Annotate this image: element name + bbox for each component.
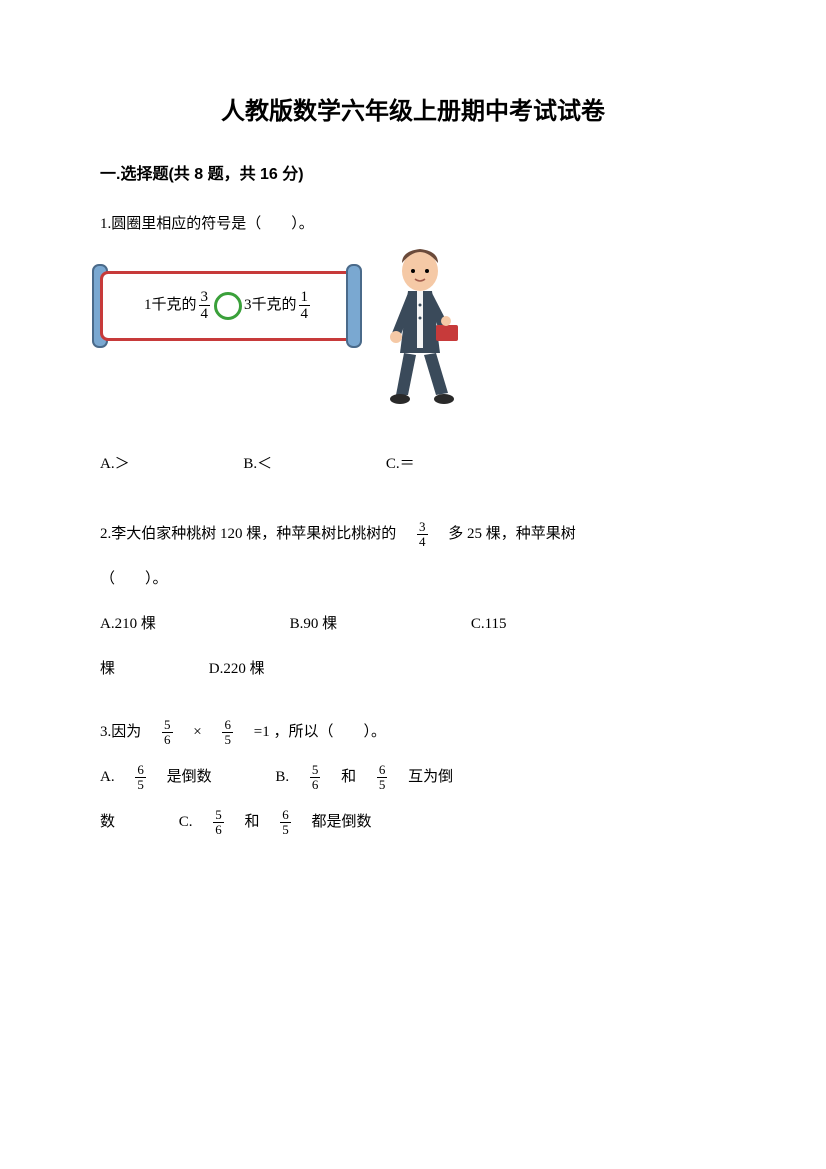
frac-num: 6: [135, 763, 146, 778]
q3-opt-b-pre: B.: [275, 769, 304, 785]
page-title: 人教版数学六年级上册期中考试试卷: [100, 90, 726, 133]
q2-opt-c: C.115: [471, 608, 507, 641]
box-right-text: 3千克的: [244, 292, 297, 319]
question-3: 3.因为 5 6 × 6 5 =1 ，所以（ ）。 A. 6 5 是倒数 B. …: [100, 716, 726, 839]
q3-opt-b-post: 互为倒: [393, 769, 453, 785]
q3-opt-c-frac2: 6 5: [280, 808, 291, 838]
frac-num: 6: [377, 763, 388, 778]
frac-num: 6: [280, 808, 291, 823]
frac-num: 5: [162, 718, 173, 733]
frac-den: 5: [377, 778, 388, 792]
q3-opt-b-cont: 数: [100, 814, 115, 830]
boy-cartoon-icon: [370, 243, 470, 413]
frac-den: 4: [199, 306, 211, 323]
box-left-fraction: 3 4: [199, 289, 211, 323]
q2-opt-d: D.220 棵: [209, 653, 265, 686]
q2-options-row1: A.210 棵 B.90 棵 C.115: [100, 608, 726, 641]
q2-fraction: 3 4: [417, 520, 428, 550]
q1-opt-c: C.＝: [386, 451, 415, 478]
q3-opt-c-mid: 和: [230, 814, 275, 830]
q3-opt-b-frac2: 6 5: [377, 763, 388, 793]
q3-opt-c-pre: C.: [179, 814, 208, 830]
q3-stem-b: =1 ，所以（ ）。: [239, 724, 386, 740]
frac-den: 6: [162, 733, 173, 747]
q3-mul: ×: [178, 724, 216, 740]
q3-options-row1: A. 6 5 是倒数 B. 5 6 和 6 5 互为倒: [100, 761, 726, 794]
frac-den: 6: [310, 778, 321, 792]
frac-num: 1: [299, 289, 311, 307]
frac-num: 3: [417, 520, 428, 535]
box-left-text: 1千克的: [144, 292, 197, 319]
q2-opt-b: B.90 棵: [290, 608, 338, 641]
scroll-end-right: [346, 264, 362, 348]
q2-opt-c2: 棵: [100, 653, 115, 686]
q3-frac-2: 6 5: [222, 718, 233, 748]
q3-frac-1: 5 6: [162, 718, 173, 748]
q1-opt-b: B.＜: [243, 451, 272, 478]
section-heading-1: 一.选择题(共 8 题，共 16 分): [100, 161, 726, 190]
q2-opt-a: A.210 棵: [100, 608, 156, 641]
q3-opt-a-post: 是倒数: [152, 769, 212, 785]
q3-opt-b-frac1: 5 6: [310, 763, 321, 793]
q3-opt-a-frac: 6 5: [135, 763, 146, 793]
frac-den: 6: [213, 823, 224, 837]
q2-options-row2: 棵 D.220 棵: [100, 653, 726, 686]
q2-stem-a: 2.李大伯家种桃树 120 棵，种苹果树比桃树的: [100, 526, 411, 542]
frac-den: 4: [417, 535, 428, 549]
frac-den: 5: [135, 778, 146, 792]
q3-stem-a: 3.因为: [100, 724, 156, 740]
frac-num: 5: [213, 808, 224, 823]
circle-blank-icon: [214, 292, 242, 320]
q3-opt-c-frac1: 5 6: [213, 808, 224, 838]
q2-stem: 2.李大伯家种桃树 120 棵，种苹果树比桃树的 3 4 多 25 棵，种苹果树: [100, 518, 726, 551]
q1-options: A.＞ B.＜ C.＝: [100, 451, 726, 478]
frac-num: 5: [310, 763, 321, 778]
question-1: 1.圆圈里相应的符号是（ ）。 1千克的 3 4 3千克的 1 4: [100, 208, 726, 478]
q1-opt-a: A.＞: [100, 451, 130, 478]
q3-options-row2: 数 C. 5 6 和 6 5 都是倒数: [100, 806, 726, 839]
q1-stem: 1.圆圈里相应的符号是（ ）。: [100, 208, 726, 241]
q2-stem-c: （ ）。: [100, 563, 726, 596]
frac-num: 6: [222, 718, 233, 733]
q3-opt-a-pre: A.: [100, 769, 130, 785]
scroll-box: 1千克的 3 4 3千克的 1 4: [100, 271, 356, 341]
box-right-fraction: 1 4: [299, 289, 311, 323]
frac-den: 5: [280, 823, 291, 837]
frac-num: 3: [199, 289, 211, 307]
q3-opt-c-post: 都是倒数: [297, 814, 372, 830]
question-2: 2.李大伯家种桃树 120 棵，种苹果树比桃树的 3 4 多 25 棵，种苹果树…: [100, 518, 726, 686]
q2-stem-b: 多 25 棵，种苹果树: [433, 526, 576, 542]
frac-den: 5: [222, 733, 233, 747]
frac-den: 4: [299, 306, 311, 323]
q3-stem: 3.因为 5 6 × 6 5 =1 ，所以（ ）。: [100, 716, 726, 749]
q1-figure: 1千克的 3 4 3千克的 1 4: [100, 261, 480, 421]
q3-opt-b-mid: 和: [326, 769, 371, 785]
